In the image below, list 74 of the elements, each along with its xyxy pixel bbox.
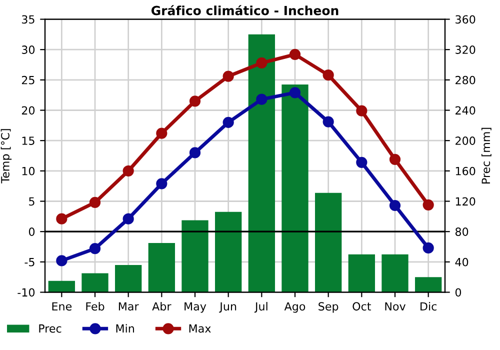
y2-tick-label: 0 xyxy=(455,288,462,297)
x-tick-label: Nov xyxy=(385,302,406,311)
bar xyxy=(415,277,442,292)
point xyxy=(222,116,234,128)
bar xyxy=(115,264,142,292)
bar xyxy=(382,254,408,292)
bar xyxy=(348,254,375,292)
x-tick-label: May xyxy=(184,302,206,313)
point xyxy=(322,116,334,128)
y2-tick-label: 120 xyxy=(456,197,476,206)
bar xyxy=(48,280,75,292)
x-tick-label: Feb xyxy=(86,302,104,311)
y-tick-label: -5 xyxy=(24,258,34,266)
y-tick-label: 10 xyxy=(22,166,35,176)
y-tick-label: 35 xyxy=(22,15,34,24)
bar xyxy=(215,212,242,292)
legend-label: Max xyxy=(189,324,211,333)
x-tick-label: Ene xyxy=(52,302,72,311)
x-tick-label: Ago xyxy=(284,302,306,313)
point xyxy=(222,70,234,82)
point xyxy=(156,178,168,190)
x-tick-label: Jul xyxy=(254,302,268,313)
bar xyxy=(82,273,108,292)
legend-label: Prec xyxy=(39,324,62,333)
point xyxy=(289,87,301,98)
y2-tick-label: 40 xyxy=(455,258,468,266)
bar xyxy=(315,192,342,292)
point xyxy=(356,156,368,168)
y2-tick-label: 160 xyxy=(456,166,476,176)
point xyxy=(422,242,434,254)
y-axis-title: Temp [°C] xyxy=(0,129,12,184)
y-tick-label: 0 xyxy=(28,228,35,236)
y2-tick-label: 200 xyxy=(456,136,476,145)
y-tick-label: 30 xyxy=(22,46,35,54)
bar xyxy=(182,220,208,292)
point xyxy=(389,200,401,212)
point xyxy=(256,94,268,105)
y-tick-label: 15 xyxy=(22,136,34,145)
point xyxy=(122,213,134,224)
bar xyxy=(148,242,175,292)
y-tick-label: 20 xyxy=(22,106,35,115)
x-tick-label: Oct xyxy=(352,302,372,311)
x-tick-label: Jun xyxy=(219,302,236,313)
point xyxy=(122,165,134,176)
point xyxy=(256,57,268,68)
y-tick-label: -10 xyxy=(18,288,35,297)
point xyxy=(89,243,101,254)
point xyxy=(289,48,301,60)
legend-label: Min xyxy=(116,324,134,333)
bar xyxy=(248,34,275,292)
x-tick-label: Sep xyxy=(318,302,338,313)
bar xyxy=(282,84,308,292)
point xyxy=(89,196,101,208)
y2-tick-label: 280 xyxy=(456,76,476,84)
point xyxy=(389,154,401,165)
point xyxy=(322,70,334,81)
y2-tick-label: 240 xyxy=(456,106,476,115)
point xyxy=(422,199,434,210)
x-tick-label: Abr xyxy=(152,302,172,311)
x-tick-label: Dic xyxy=(420,302,437,311)
chart-title: Gráfico climático - Incheon xyxy=(151,5,338,16)
point xyxy=(56,255,68,266)
y-tick-label: 25 xyxy=(22,76,34,84)
point xyxy=(189,147,201,158)
y2-axis-title: Prec [mm] xyxy=(481,128,492,184)
point xyxy=(356,105,368,116)
point xyxy=(156,128,168,139)
y2-tick-label: 360 xyxy=(456,15,476,24)
y2-tick-label: 320 xyxy=(456,46,476,54)
y-tick-label: 5 xyxy=(29,197,34,206)
x-tick-label: Mar xyxy=(118,302,139,311)
y2-tick-label: 80 xyxy=(455,228,468,236)
point xyxy=(189,96,201,107)
point xyxy=(56,213,68,224)
